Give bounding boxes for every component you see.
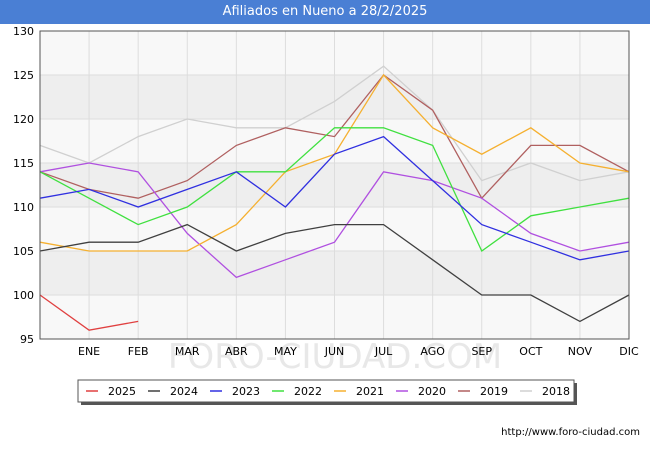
- y-tick-label: 100: [13, 289, 34, 302]
- series-line-2022: [39, 127, 630, 252]
- y-tick-label: 105: [13, 245, 34, 258]
- y-tick-label: 95: [20, 333, 34, 346]
- x-tick-label: NOV: [568, 345, 593, 358]
- x-tick-label: JUN: [324, 345, 345, 358]
- series-line-2024: [39, 223, 630, 323]
- series-line-2019: [39, 74, 630, 200]
- x-tick-label: SEP: [471, 345, 492, 358]
- legend-label-2021: 2021: [356, 385, 384, 398]
- y-tick-label: 130: [13, 25, 34, 38]
- series-line-2020: [39, 162, 630, 279]
- x-tick-label: ENE: [78, 345, 100, 358]
- legend-label-2018: 2018: [542, 385, 570, 398]
- source-url: http://www.foro-ciudad.com: [501, 427, 640, 438]
- x-tick-label: MAR: [175, 345, 200, 358]
- chart-title: Afiliados en Nueno a 28/2/2025: [0, 0, 650, 24]
- legend-label-2023: 2023: [232, 385, 260, 398]
- y-tick-label: 120: [13, 113, 34, 126]
- legend-label-2025: 2025: [108, 385, 136, 398]
- y-tick-label: 110: [13, 201, 34, 214]
- series-line-2025: [39, 294, 139, 331]
- plot-border: [39, 30, 630, 340]
- y-tick-label: 115: [13, 157, 34, 170]
- x-tick-label: AGO: [420, 345, 445, 358]
- watermark: FORO-CIUDAD.COM: [168, 337, 502, 377]
- x-tick-label: OCT: [519, 345, 542, 358]
- x-tick-label: MAY: [274, 345, 297, 358]
- series-line-2018: [39, 65, 630, 182]
- x-tick-label: JUL: [374, 345, 393, 358]
- x-tick-label: ABR: [225, 345, 248, 358]
- legend-label-2022: 2022: [294, 385, 322, 398]
- legend-label-2024: 2024: [170, 385, 198, 398]
- legend-box: [77, 379, 575, 403]
- series-line-2023: [39, 135, 630, 261]
- legend-label-2019: 2019: [480, 385, 508, 398]
- x-tick-label: FEB: [128, 345, 149, 358]
- x-tick-label: DIC: [619, 345, 639, 358]
- legend-label-2020: 2020: [418, 385, 446, 398]
- y-tick-label: 125: [13, 69, 34, 82]
